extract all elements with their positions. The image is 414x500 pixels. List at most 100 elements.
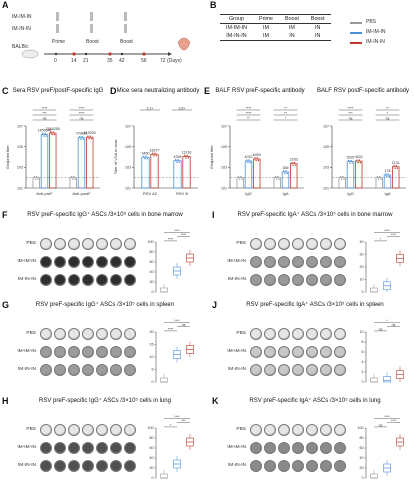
y-tick-label: 2	[362, 370, 364, 374]
data-point	[186, 154, 188, 157]
schedule-mouse: BALB/c	[12, 44, 29, 50]
mouse-icon	[21, 49, 39, 59]
y-tick-label: 0	[362, 290, 364, 294]
data-point	[178, 161, 180, 163]
sig-label: ****	[174, 229, 180, 233]
sig-label: ns	[182, 323, 186, 327]
elispot-well	[320, 256, 332, 268]
data-point	[254, 157, 256, 159]
elispot-well	[82, 424, 94, 436]
bar	[86, 136, 94, 189]
elispot-well	[334, 424, 346, 436]
elispot-well	[40, 460, 52, 472]
data-label: 2064255	[46, 127, 60, 131]
data-point	[395, 165, 398, 167]
bar	[273, 177, 281, 189]
elispot-well	[334, 364, 346, 376]
data-point	[34, 178, 37, 180]
data-point	[278, 178, 280, 180]
data-label: 4032	[245, 155, 253, 159]
well-row-label: PBS	[26, 241, 36, 246]
elispot-well	[124, 238, 136, 250]
y-tick-label: 30	[360, 253, 364, 257]
well-row-label: IM-IM-IN	[17, 259, 36, 264]
elispot-well	[124, 274, 136, 286]
data-label: 2263	[290, 158, 298, 162]
elispot-well	[264, 346, 276, 358]
y-tick-label: 103	[17, 166, 23, 170]
sig-label: 2.6×	[178, 107, 185, 111]
panel-i: I RSV preF-specific IgA⁺ ASCs /3×10⁵ cell…	[210, 210, 414, 302]
y-tick-label: 100	[148, 240, 154, 244]
y-tick-label: 100	[358, 426, 364, 430]
data-label: 356	[283, 166, 289, 170]
title-c: Sera RSV preF/postF-specific IgG	[12, 88, 104, 94]
data-point	[81, 136, 83, 138]
data-point	[376, 175, 379, 178]
elispot-well	[96, 328, 108, 340]
elispot-well	[82, 328, 94, 340]
data-point	[80, 138, 82, 140]
well-row-label: IM-IN-IN	[227, 367, 246, 372]
y-tick-label: 4	[362, 360, 364, 364]
th-prime: Prime	[252, 14, 280, 24]
data-point	[351, 162, 353, 164]
well-row-label: IM-IN-IN	[17, 463, 36, 468]
data-point	[291, 161, 293, 164]
data-point	[74, 178, 76, 180]
elispot-well	[306, 346, 318, 358]
elispot-well	[54, 442, 66, 454]
y-tick-label: 105	[323, 145, 329, 149]
y-tick-label: 8	[362, 340, 364, 344]
sig-label: ****	[348, 107, 354, 111]
elispot-well	[82, 256, 94, 268]
x-tick-label: RSV A2	[143, 191, 158, 196]
data-label: 11316	[182, 150, 192, 154]
bar	[69, 177, 77, 189]
legend-pbs: PBS	[366, 19, 377, 25]
y-tick-label: 6	[362, 350, 364, 354]
elispot-well	[292, 346, 304, 358]
day-21: 21	[83, 58, 89, 64]
sig-label: ****	[174, 319, 180, 323]
legend-im-in-in: IM-IN-IN	[366, 39, 385, 45]
box	[383, 376, 391, 383]
timeline-svg	[21, 12, 191, 59]
elispot-well	[250, 424, 262, 436]
y-tick-label: 20	[150, 330, 154, 334]
elispot-well	[250, 238, 262, 250]
elispot-well	[292, 274, 304, 286]
data-point	[293, 161, 296, 164]
day-42: 42	[119, 58, 125, 64]
elispot-well	[54, 460, 66, 472]
data-point	[145, 155, 147, 157]
elispot-well	[278, 328, 290, 340]
x-tick-label: Anti-postF	[72, 191, 91, 196]
elispot-well	[264, 442, 276, 454]
data-point	[342, 175, 344, 178]
x-tick-label: IgA	[282, 191, 288, 196]
data-point	[37, 178, 39, 180]
elispot-well	[306, 328, 318, 340]
data-point	[36, 175, 38, 178]
data-point	[154, 152, 156, 154]
data-point	[146, 158, 148, 160]
data-point	[248, 159, 250, 161]
elispot-well	[292, 256, 304, 268]
y-tick-label: 60	[150, 260, 154, 264]
elispot-well	[124, 346, 136, 358]
chart-d: 101 103 105 107 Titer of VNA in sera 94501837…	[113, 107, 198, 196]
data-point	[256, 157, 259, 159]
data-point	[51, 133, 53, 136]
elispot-well	[40, 346, 52, 358]
data-point	[42, 132, 44, 135]
elispot-well	[334, 460, 346, 472]
elispot-well	[110, 442, 122, 454]
elispot-well	[54, 256, 66, 268]
y-tick-label: 107	[221, 124, 227, 128]
elispot-well	[110, 460, 122, 472]
y-tick-label: 0	[362, 380, 364, 384]
sig-label: *	[386, 319, 388, 323]
elispot-well	[278, 364, 290, 376]
sig-label: ****	[384, 415, 390, 419]
